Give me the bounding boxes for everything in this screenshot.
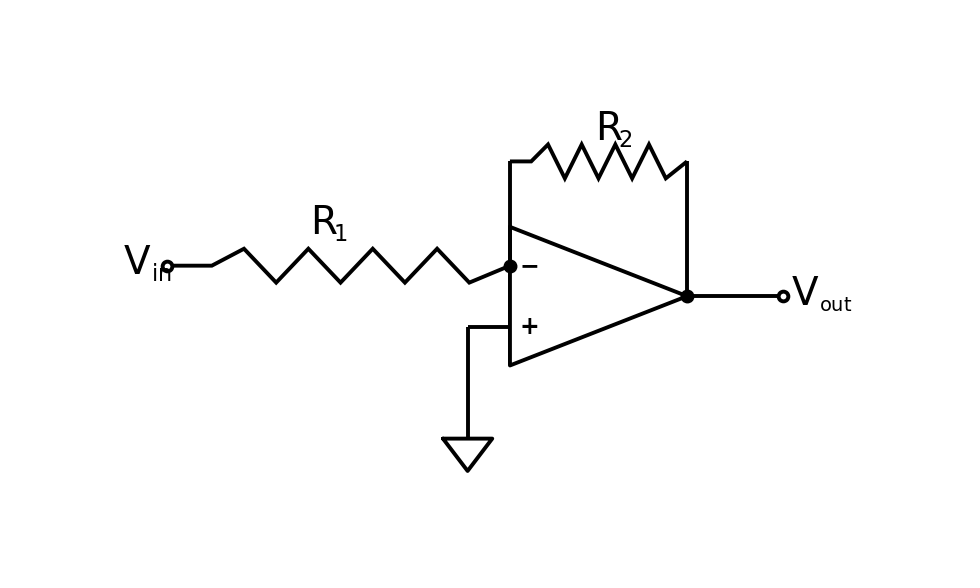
Text: $\mathregular{in}$: $\mathregular{in}$ [151, 263, 171, 286]
Text: $\mathregular{V}$: $\mathregular{V}$ [122, 245, 151, 282]
Text: +: + [519, 315, 539, 339]
Text: $\mathregular{out}$: $\mathregular{out}$ [819, 296, 853, 315]
Text: $\mathregular{R}$: $\mathregular{R}$ [310, 204, 338, 242]
Text: −: − [519, 253, 539, 278]
Text: $\mathregular{R}$: $\mathregular{R}$ [595, 110, 622, 148]
Text: $\mathregular{V}$: $\mathregular{V}$ [791, 275, 819, 313]
Text: $\mathregular{1}$: $\mathregular{1}$ [333, 223, 347, 246]
Text: $\mathregular{2}$: $\mathregular{2}$ [617, 129, 632, 152]
